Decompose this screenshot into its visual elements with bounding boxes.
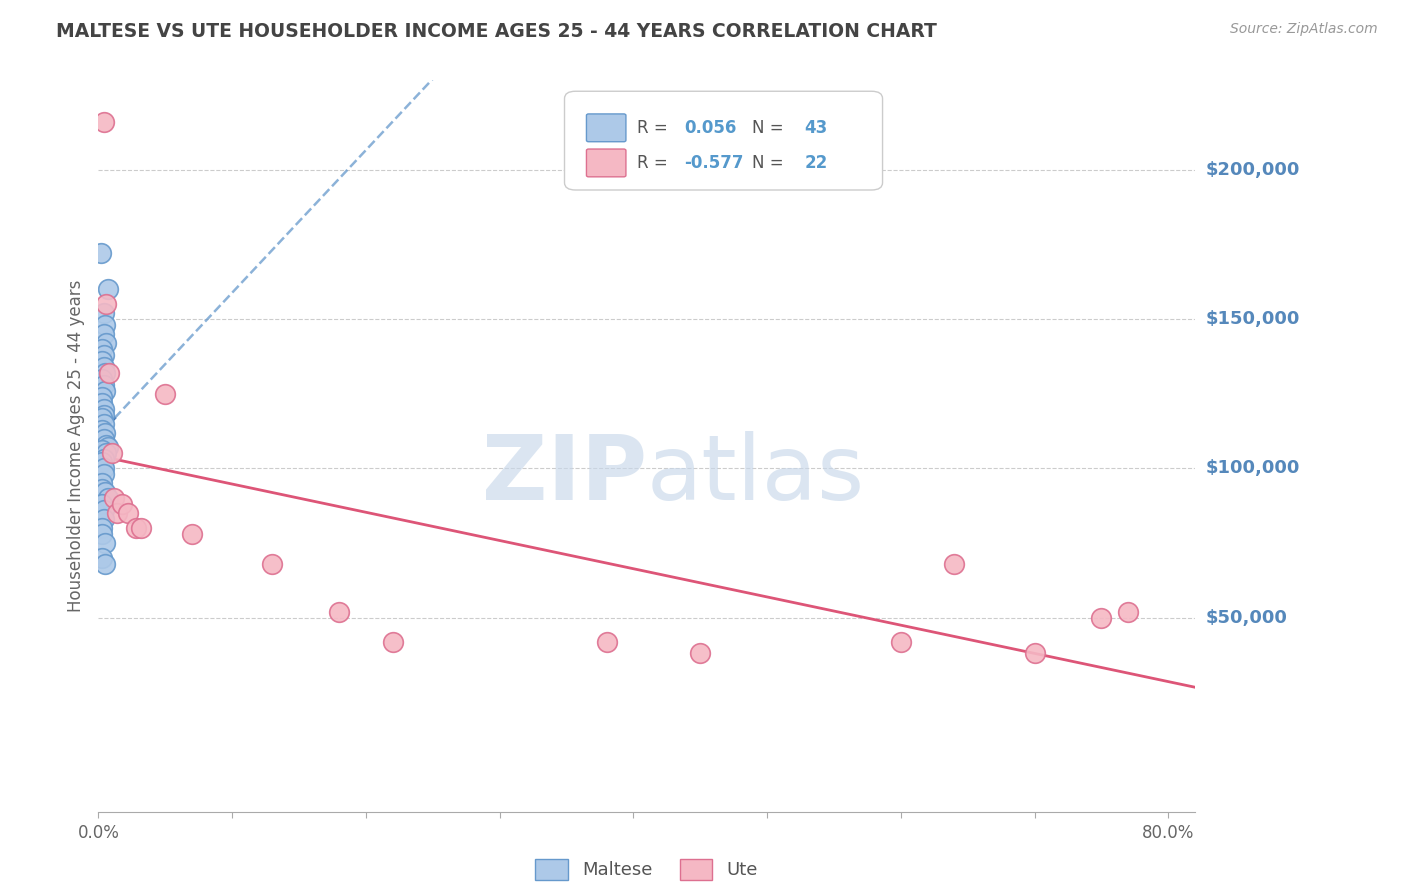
- Point: [1090, 610, 1112, 624]
- Point: [103, 491, 125, 506]
- Point: [93, 326, 115, 341]
- Point: [93, 408, 115, 422]
- Point: [125, 521, 148, 535]
- Point: [91, 551, 114, 566]
- Point: [97, 441, 120, 455]
- Point: [94, 557, 117, 571]
- Text: 0.056: 0.056: [685, 119, 737, 136]
- Point: [91, 354, 114, 368]
- Point: [105, 506, 128, 520]
- Point: [93, 503, 115, 517]
- Point: [91, 476, 114, 491]
- Point: [381, 634, 404, 648]
- Y-axis label: Householder Income Ages 25 - 44 years: Householder Income Ages 25 - 44 years: [66, 280, 84, 612]
- FancyBboxPatch shape: [586, 114, 626, 142]
- Point: [101, 446, 124, 460]
- Point: [890, 634, 912, 648]
- Point: [90, 246, 112, 260]
- Text: R =: R =: [637, 154, 673, 172]
- Point: [91, 390, 114, 404]
- Point: [93, 115, 115, 129]
- FancyBboxPatch shape: [586, 149, 626, 177]
- Point: [155, 386, 177, 401]
- Point: [129, 521, 152, 535]
- Point: [96, 297, 118, 311]
- Point: [328, 605, 350, 619]
- Point: [91, 342, 114, 356]
- Point: [117, 506, 139, 520]
- Point: [97, 491, 120, 506]
- Point: [93, 432, 115, 446]
- Point: [91, 497, 114, 511]
- Legend: Maltese, Ute: Maltese, Ute: [529, 852, 765, 887]
- Point: [94, 318, 117, 332]
- Point: [96, 446, 118, 460]
- Text: N =: N =: [752, 119, 789, 136]
- Text: -0.577: -0.577: [685, 154, 744, 172]
- Point: [93, 359, 115, 374]
- Text: MALTESE VS UTE HOUSEHOLDER INCOME AGES 25 - 44 YEARS CORRELATION CHART: MALTESE VS UTE HOUSEHOLDER INCOME AGES 2…: [56, 22, 938, 41]
- Text: R =: R =: [637, 119, 673, 136]
- Point: [91, 483, 114, 497]
- Point: [93, 401, 115, 416]
- Text: 22: 22: [804, 154, 828, 172]
- Text: Source: ZipAtlas.com: Source: ZipAtlas.com: [1230, 22, 1378, 37]
- Point: [93, 417, 115, 431]
- Text: N =: N =: [752, 154, 789, 172]
- Text: $200,000: $200,000: [1206, 161, 1301, 178]
- Point: [943, 557, 966, 571]
- Point: [91, 372, 114, 386]
- Point: [1024, 647, 1046, 661]
- Point: [93, 348, 115, 362]
- Point: [91, 521, 114, 535]
- Point: [91, 443, 114, 458]
- Point: [93, 306, 115, 320]
- Point: [1116, 605, 1139, 619]
- Point: [93, 452, 115, 467]
- Point: [94, 536, 117, 550]
- Point: [91, 410, 114, 425]
- Point: [595, 634, 617, 648]
- Point: [181, 527, 204, 541]
- Point: [111, 497, 134, 511]
- Point: [93, 377, 115, 392]
- Point: [96, 437, 118, 451]
- Point: [93, 467, 115, 482]
- Point: [93, 512, 115, 526]
- Point: [91, 455, 114, 469]
- Text: 43: 43: [804, 119, 828, 136]
- Point: [689, 647, 711, 661]
- Text: ZIP: ZIP: [482, 431, 647, 519]
- Point: [98, 366, 121, 380]
- Point: [94, 485, 117, 500]
- Point: [91, 423, 114, 437]
- Point: [262, 557, 284, 571]
- Point: [94, 366, 117, 380]
- Point: [96, 336, 118, 351]
- Point: [97, 282, 120, 296]
- Point: [91, 395, 114, 409]
- FancyBboxPatch shape: [565, 91, 883, 190]
- Text: $50,000: $50,000: [1206, 608, 1288, 627]
- Text: $100,000: $100,000: [1206, 459, 1301, 477]
- Text: $150,000: $150,000: [1206, 310, 1301, 328]
- Point: [91, 527, 114, 541]
- Point: [93, 461, 115, 475]
- Text: atlas: atlas: [647, 431, 865, 519]
- Point: [94, 425, 117, 440]
- Point: [94, 384, 117, 398]
